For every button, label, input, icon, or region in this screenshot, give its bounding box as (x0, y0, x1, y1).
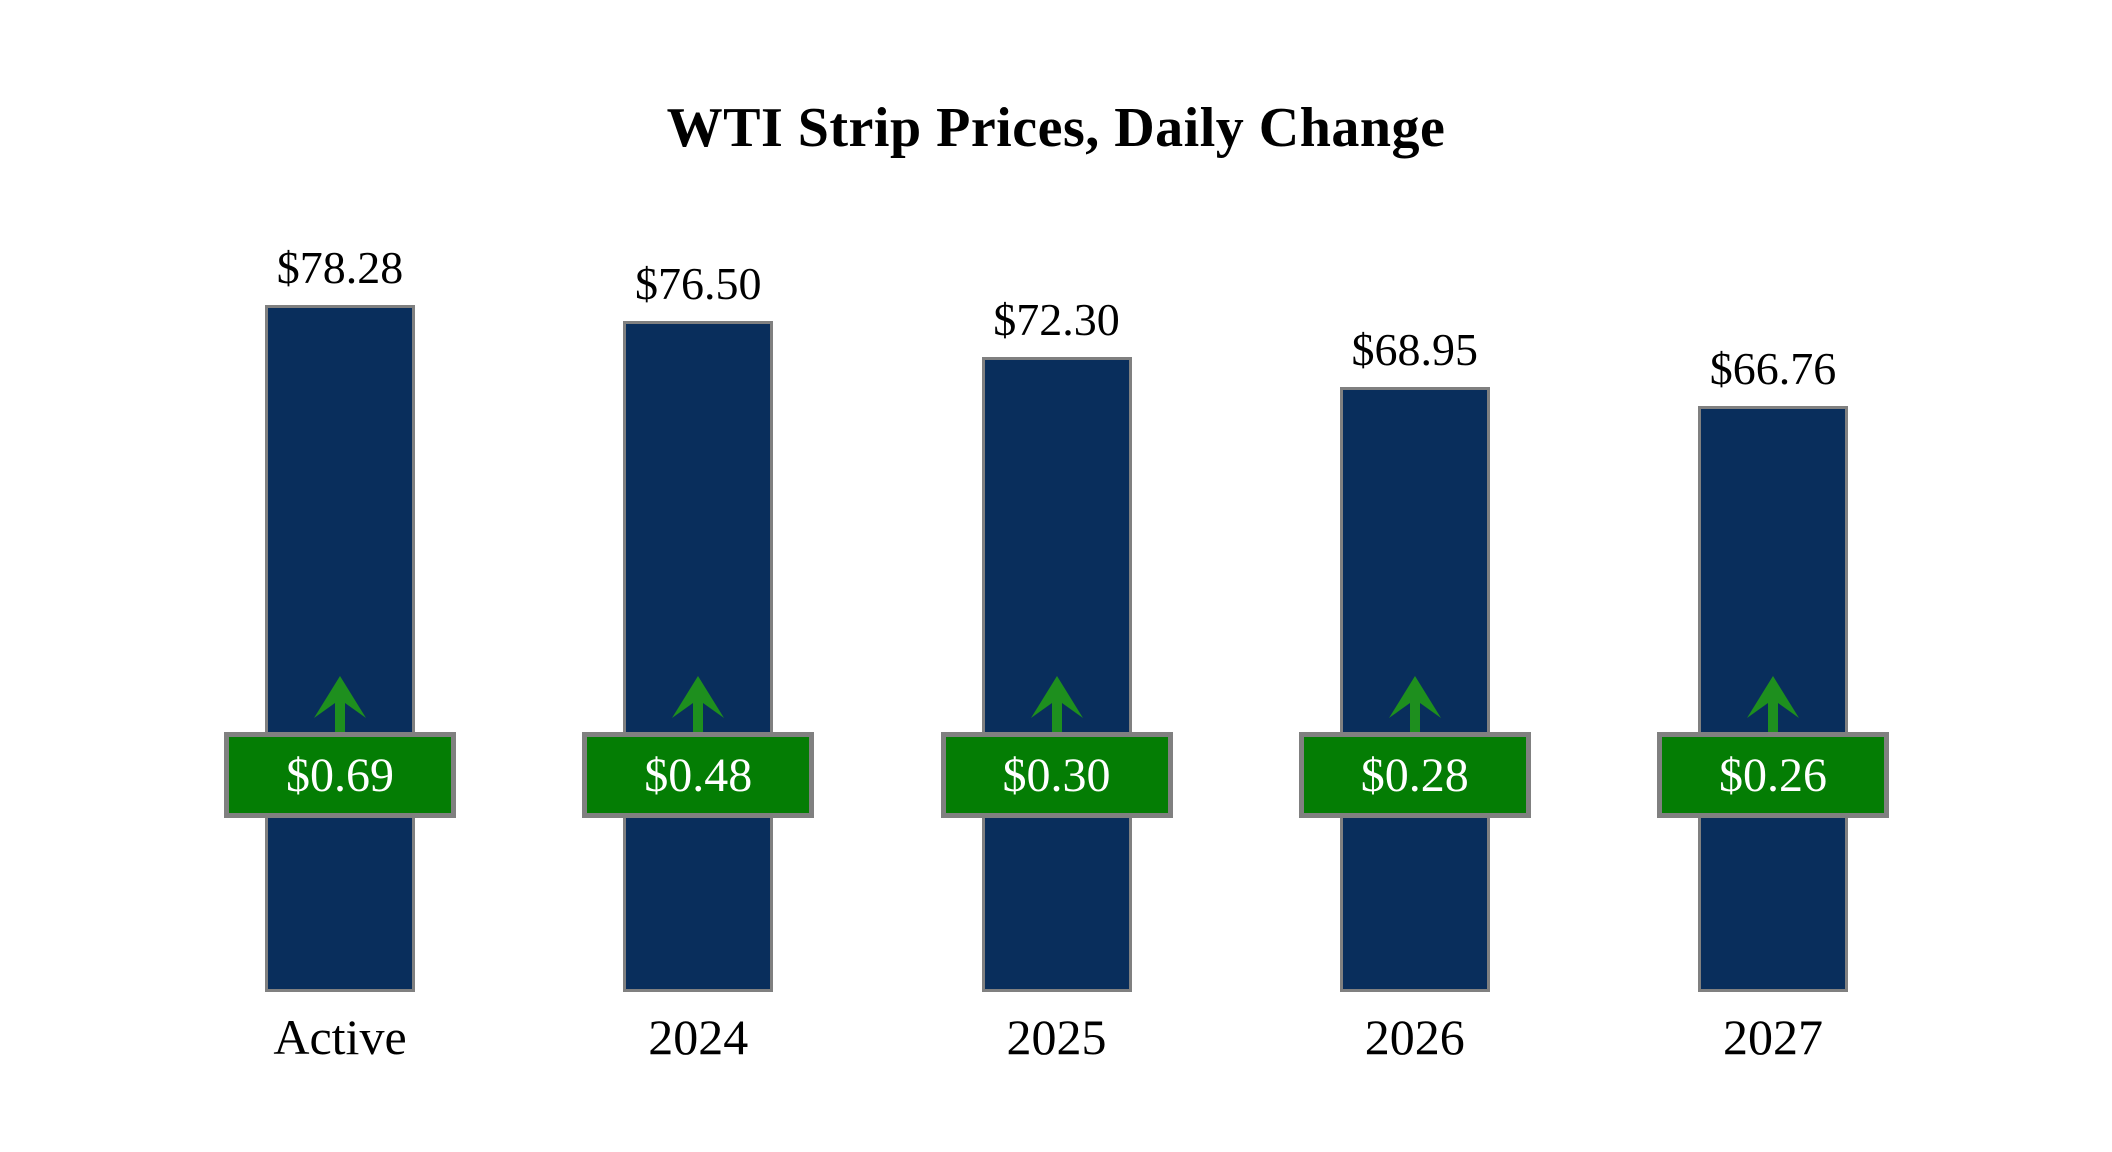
bar-value-label: $76.50 (635, 258, 762, 309)
bar-value-label: $68.95 (1351, 324, 1479, 375)
up-arrow-icon (1386, 676, 1444, 732)
bar (623, 321, 774, 992)
up-arrow-icon (1028, 676, 1086, 732)
up-arrow-icon (1744, 676, 1802, 732)
category-label: 2025 (1006, 1009, 1107, 1065)
up-arrow-icon (669, 676, 727, 732)
daily-change-badge: $0.69 (224, 732, 456, 818)
bar-value-label: $66.76 (1709, 343, 1837, 394)
bar (1339, 387, 1490, 992)
up-arrow-icon (311, 676, 369, 732)
bar-value-label: $78.28 (276, 242, 404, 293)
category-label: 2026 (1364, 1009, 1465, 1065)
daily-change-badge: $0.30 (940, 732, 1173, 818)
category-label: 2027 (1723, 1009, 1823, 1065)
daily-change-badge: $0.28 (1298, 732, 1531, 818)
bar (265, 305, 415, 992)
bar-value-label: $72.30 (993, 294, 1120, 345)
daily-change-badge: $0.48 (582, 732, 815, 818)
category-label: Active (273, 1009, 407, 1065)
chart-title: WTI Strip Prices, Daily Change (666, 97, 1446, 159)
daily-change-badge: $0.26 (1657, 732, 1889, 818)
bar (981, 357, 1132, 992)
category-label: 2024 (648, 1009, 749, 1065)
